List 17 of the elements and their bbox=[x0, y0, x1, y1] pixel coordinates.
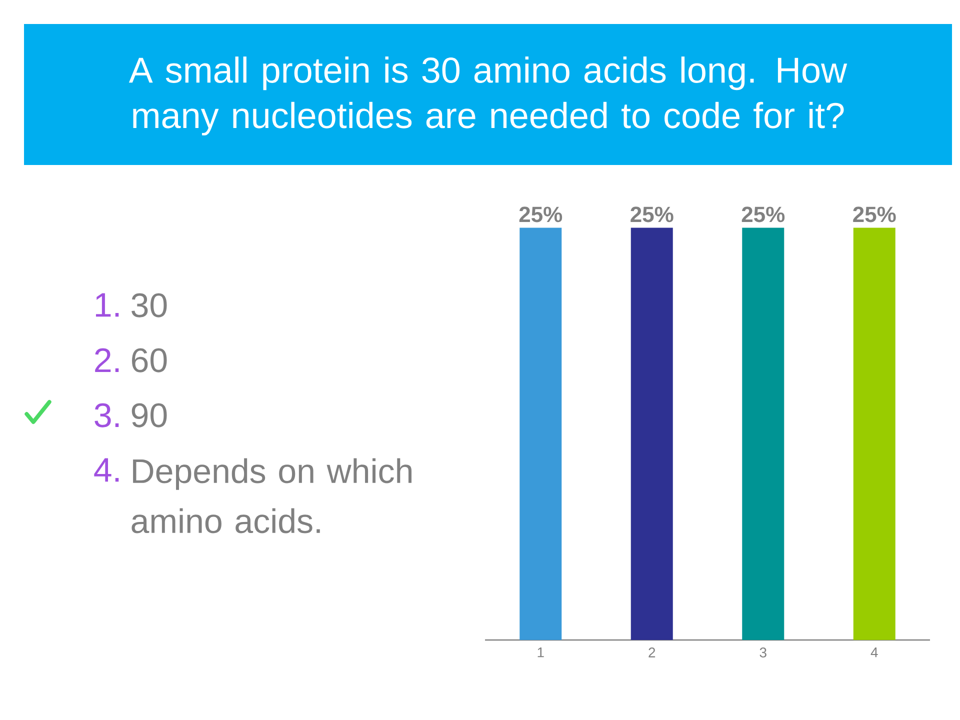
text: 30 bbox=[132, 293, 167, 318]
x-tick-label: 1 bbox=[538, 648, 544, 658]
data-label: 25% bbox=[519, 206, 562, 222]
chart-title: A small protein is 30 amino acids long. How many nucleotides are needed to code for it? bbox=[128, 56, 848, 136]
data-label: 25% bbox=[742, 206, 785, 222]
data-label: 25% bbox=[630, 206, 674, 222]
x-tick-label: 2 bbox=[648, 648, 656, 658]
text: 3. bbox=[94, 403, 119, 428]
data-label: 25% bbox=[853, 206, 896, 222]
text: 90 bbox=[132, 403, 167, 428]
text: 1. bbox=[96, 293, 119, 317]
text: 4. bbox=[94, 458, 119, 482]
text: 2. bbox=[95, 348, 119, 372]
text: 60 bbox=[132, 348, 167, 372]
x-tick-label: 4 bbox=[870, 648, 878, 658]
text: Depends on which amino acids. bbox=[132, 458, 412, 534]
x-tick-label: 3 bbox=[760, 648, 766, 658]
